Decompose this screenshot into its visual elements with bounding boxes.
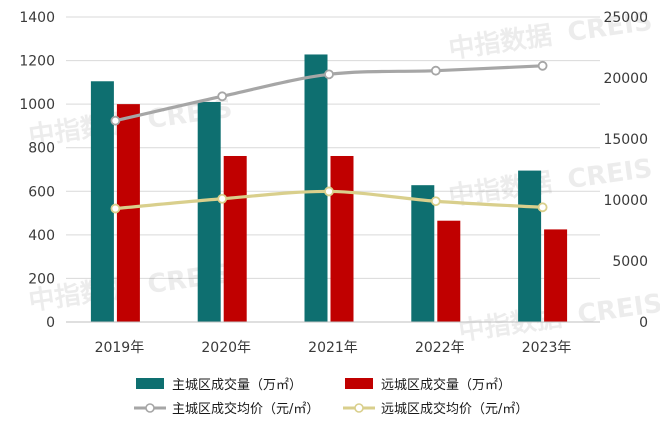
legend-item: 远城区成交均价（元/㎡）	[343, 401, 528, 417]
bar-outer-city	[223, 155, 247, 322]
y-left-tick-label: 0	[46, 315, 55, 331]
x-tick-label: 2020年	[201, 340, 251, 356]
y-left-tick-label: 1400	[19, 10, 55, 26]
x-tick-label: 2022年	[415, 340, 465, 356]
bar-main-city	[197, 101, 221, 322]
bar-outer-city	[330, 155, 354, 322]
watermark-en: CREIS	[146, 259, 235, 301]
y-left-tick-label: 200	[28, 271, 55, 287]
line-point	[430, 196, 441, 207]
x-tick-label: 2023年	[522, 340, 572, 356]
line-point	[110, 203, 121, 214]
line-point	[324, 69, 334, 80]
line-point	[537, 60, 548, 71]
legend-swatch	[345, 378, 373, 389]
y-right-tick-label: 15000	[603, 132, 648, 148]
legend-label: 主城区成交均价（元/㎡）	[172, 401, 319, 417]
bar-main-city	[304, 54, 328, 322]
y-right-tick-label: 25000	[603, 10, 648, 26]
x-tick-label: 2021年	[308, 340, 358, 356]
legend-label: 远城区成交均价（元/㎡）	[381, 401, 528, 417]
line-point	[110, 115, 121, 126]
legend-marker	[145, 403, 155, 413]
y-left-tick-label: 1000	[19, 97, 55, 113]
line-point	[217, 193, 228, 204]
y-right-tick-label: 20000	[603, 71, 648, 87]
bar-outer-city	[116, 104, 140, 323]
watermark-cn: 中指数据	[447, 21, 554, 65]
legend-item: 主城区成交均价（元/㎡）	[134, 401, 319, 417]
bars	[90, 54, 568, 323]
legend-label: 主城区成交量（万㎡）	[172, 377, 302, 393]
line-point	[537, 202, 548, 213]
x-tick-label: 2019年	[95, 340, 145, 356]
y-left-tick-label: 600	[28, 184, 55, 200]
lines	[110, 60, 548, 214]
legend-label: 远城区成交量（万㎡）	[381, 377, 511, 393]
bar-outer-city	[544, 229, 568, 322]
y-right-tick-label: 0	[639, 315, 648, 331]
bar-main-city	[518, 170, 542, 322]
line-point	[324, 186, 334, 197]
bar-main-city	[411, 185, 435, 322]
axes: 0 200 400 600 800 1000 1200 1400 0 5000 10000 15000…	[19, 10, 648, 356]
legend-swatch	[136, 378, 164, 389]
y-left-tick-label: 400	[28, 228, 55, 244]
y-right-tick-label: 5000	[612, 254, 648, 270]
legend-item: 主城区成交量（万㎡）	[136, 377, 302, 393]
y-left-tick-label: 800	[28, 141, 55, 157]
legend: 主城区成交量（万㎡） 远城区成交量（万㎡） 主城区成交均价（元/㎡） 远城区成交均价（…	[134, 377, 528, 417]
line-point	[430, 65, 441, 76]
line-point	[217, 91, 228, 102]
legend-marker	[354, 403, 364, 413]
watermark-en: CREIS	[566, 154, 655, 196]
bar-outer-city	[437, 220, 461, 322]
bar-main-city	[90, 81, 114, 323]
legend-item: 远城区成交量（万㎡）	[345, 377, 511, 393]
y-left-tick-label: 1200	[19, 54, 55, 70]
y-right-tick-label: 10000	[603, 193, 648, 209]
